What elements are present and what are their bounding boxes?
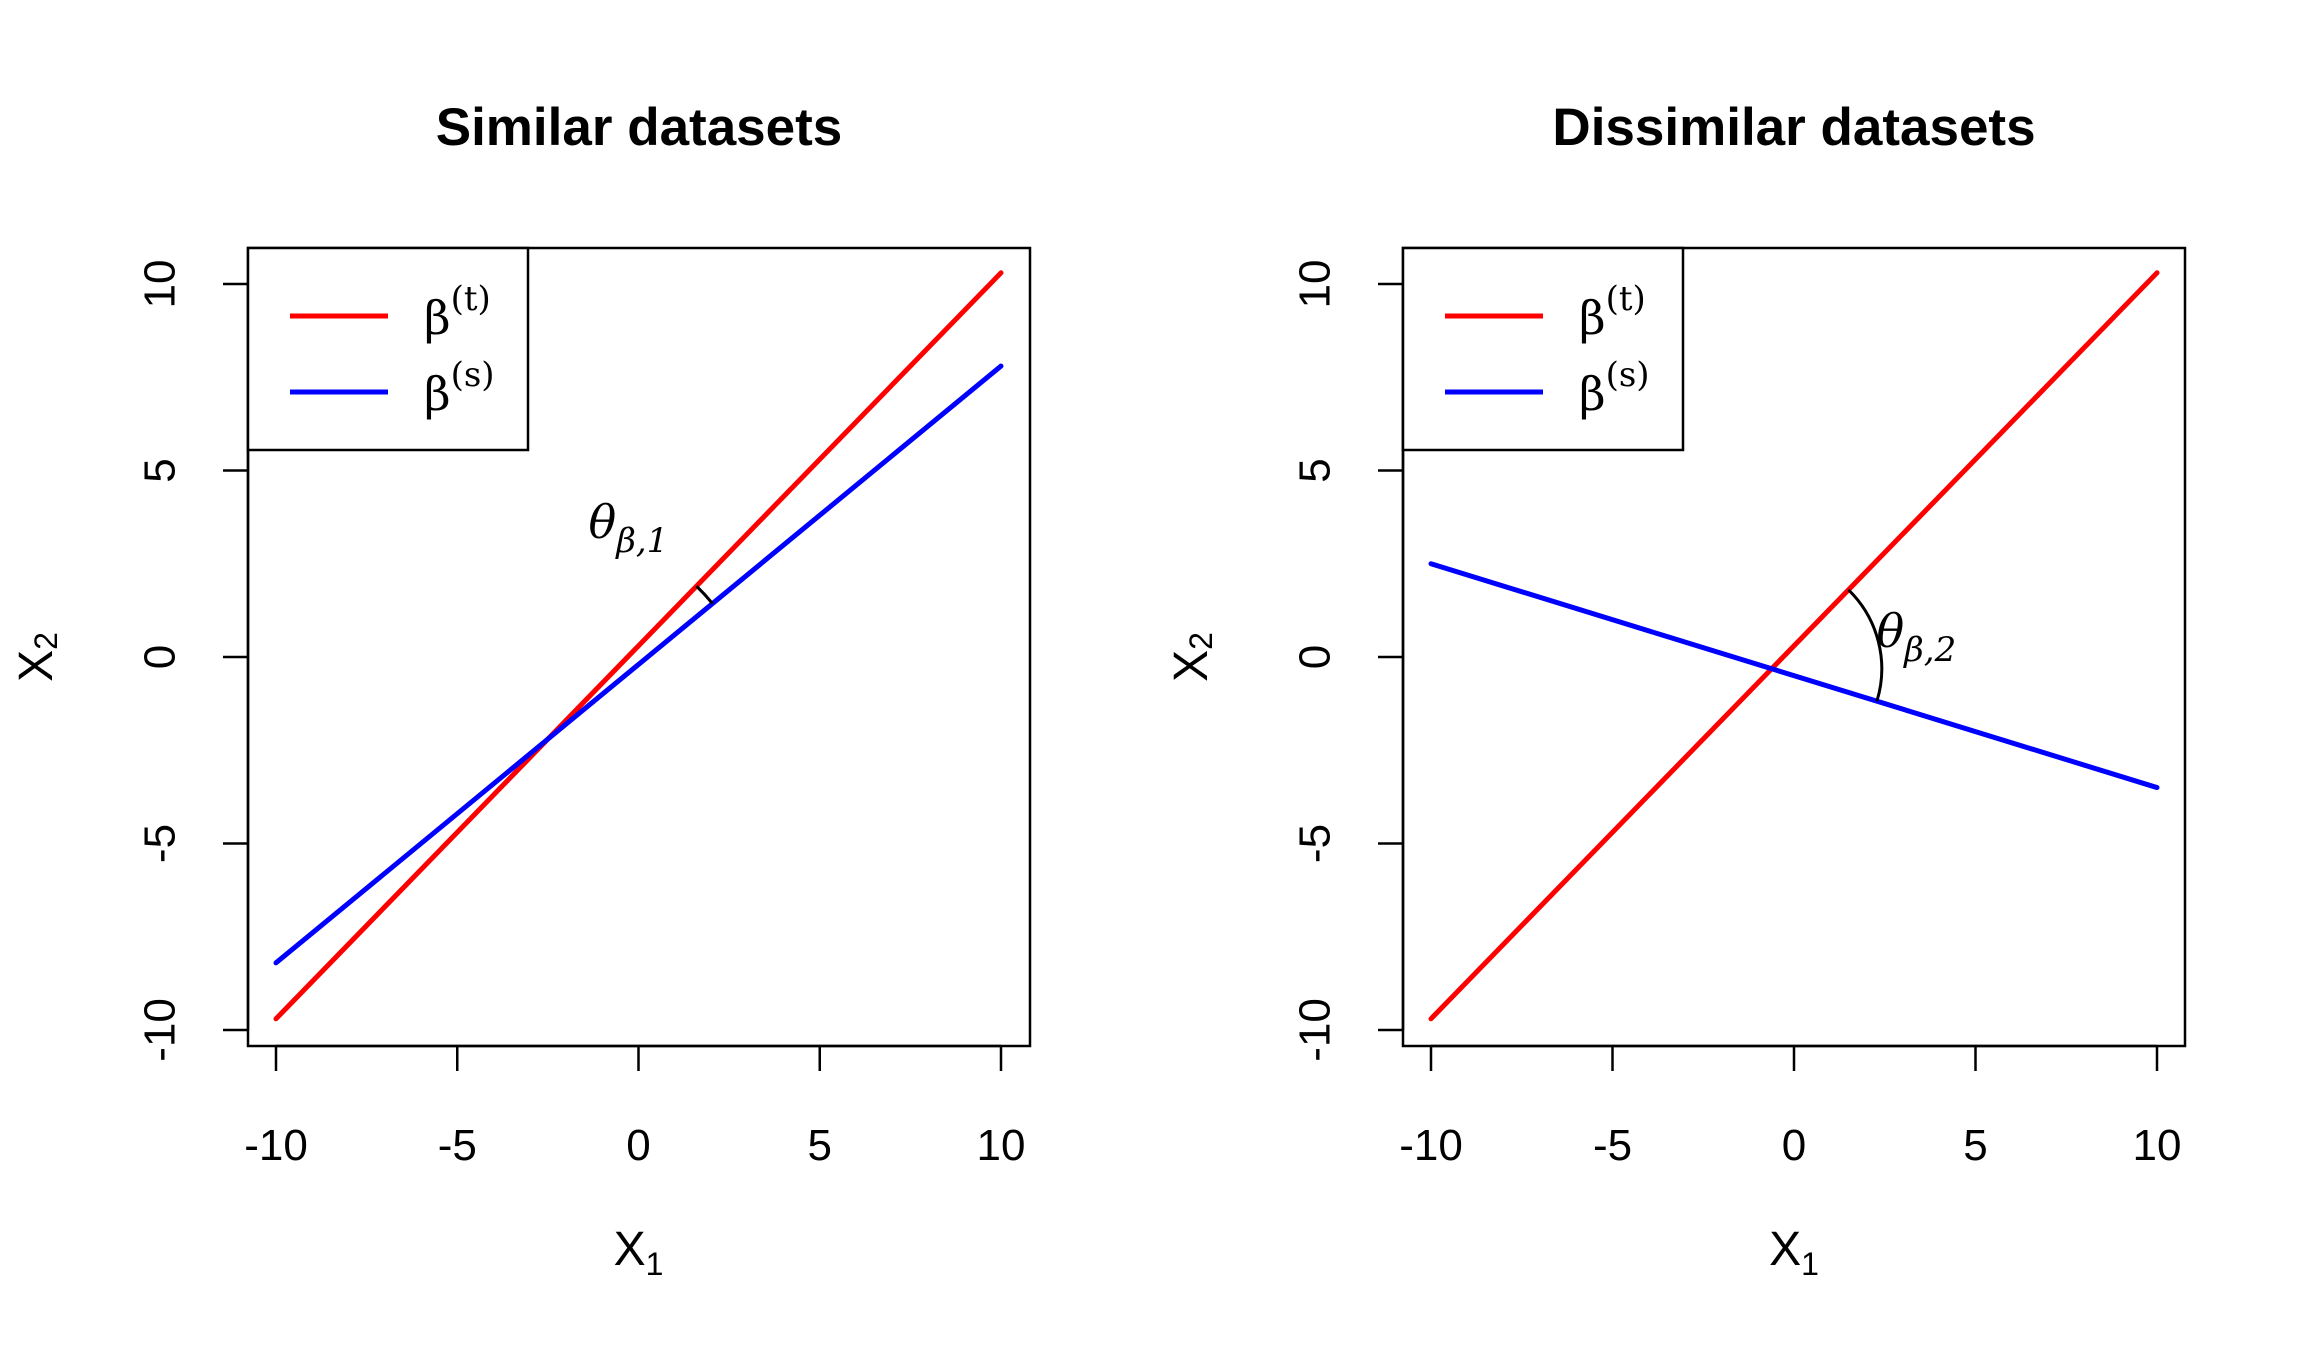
y-tick-label: -10 xyxy=(1291,998,1340,1062)
angle-arc xyxy=(1847,588,1884,702)
x-tick-label: -10 xyxy=(1399,1121,1463,1170)
legend: β(t) β(s) xyxy=(1401,246,1685,452)
x-tick-label: 10 xyxy=(977,1121,1026,1170)
series-line-beta-s xyxy=(1428,561,2160,791)
legend-label: β(s) xyxy=(1579,355,1650,421)
x-tick-label: 5 xyxy=(1963,1121,1987,1170)
legend-label: β(t) xyxy=(424,279,491,345)
series-line-beta-s xyxy=(273,363,1004,966)
y-tick-label: 5 xyxy=(1291,458,1340,482)
x-tick-label: -10 xyxy=(244,1121,308,1170)
x-tick-label: 5 xyxy=(808,1121,832,1170)
y-tick-label: 10 xyxy=(1291,260,1340,309)
legend-label: β(s) xyxy=(424,355,495,421)
y-axis-label: X2 xyxy=(1165,632,1220,682)
chart-title: Dissimilar datasets xyxy=(1552,98,2035,157)
panel-dissimilar-datasets: Dissimilar datasets -10 -5 0 5 10 -10 -5 0 5 10 X1 X… xyxy=(1165,98,2187,1282)
angle-annotation: θβ,2 xyxy=(1876,604,1956,670)
angle-arc xyxy=(695,585,714,605)
legend: β(t) β(s) xyxy=(246,246,530,452)
angle-annotation: θβ,1 xyxy=(589,495,669,561)
x-axis-label: X1 xyxy=(1769,1223,1819,1282)
x-axis-label: X1 xyxy=(614,1223,664,1282)
y-tick-label: -10 xyxy=(136,998,185,1062)
y-tick-label: -5 xyxy=(1291,824,1340,863)
legend-box xyxy=(1401,246,1685,452)
x-tick-label: 0 xyxy=(1782,1121,1806,1170)
y-tick-label: 10 xyxy=(136,260,185,309)
y-tick-label: 0 xyxy=(136,645,185,669)
legend-label: β(t) xyxy=(1579,279,1646,345)
legend-box xyxy=(246,246,530,452)
chart-title: Similar datasets xyxy=(436,98,843,157)
panel-similar-datasets: Similar datasets -10 -5 0 5 10 -10 -5 0 5 10 X1 X2 β(… xyxy=(10,98,1032,1282)
x-tick-label: 0 xyxy=(626,1121,650,1170)
series-line-beta-t xyxy=(1428,270,2160,1022)
y-tick-label: 5 xyxy=(136,458,185,482)
y-tick-label: 0 xyxy=(1291,645,1340,669)
y-tick-label: -5 xyxy=(136,824,185,863)
x-tick-label: -5 xyxy=(1593,1121,1632,1170)
x-tick-label: 10 xyxy=(2133,1121,2182,1170)
series-line-beta-t xyxy=(273,270,1004,1022)
y-axis-label: X2 xyxy=(10,632,65,682)
x-tick-label: -5 xyxy=(438,1121,477,1170)
